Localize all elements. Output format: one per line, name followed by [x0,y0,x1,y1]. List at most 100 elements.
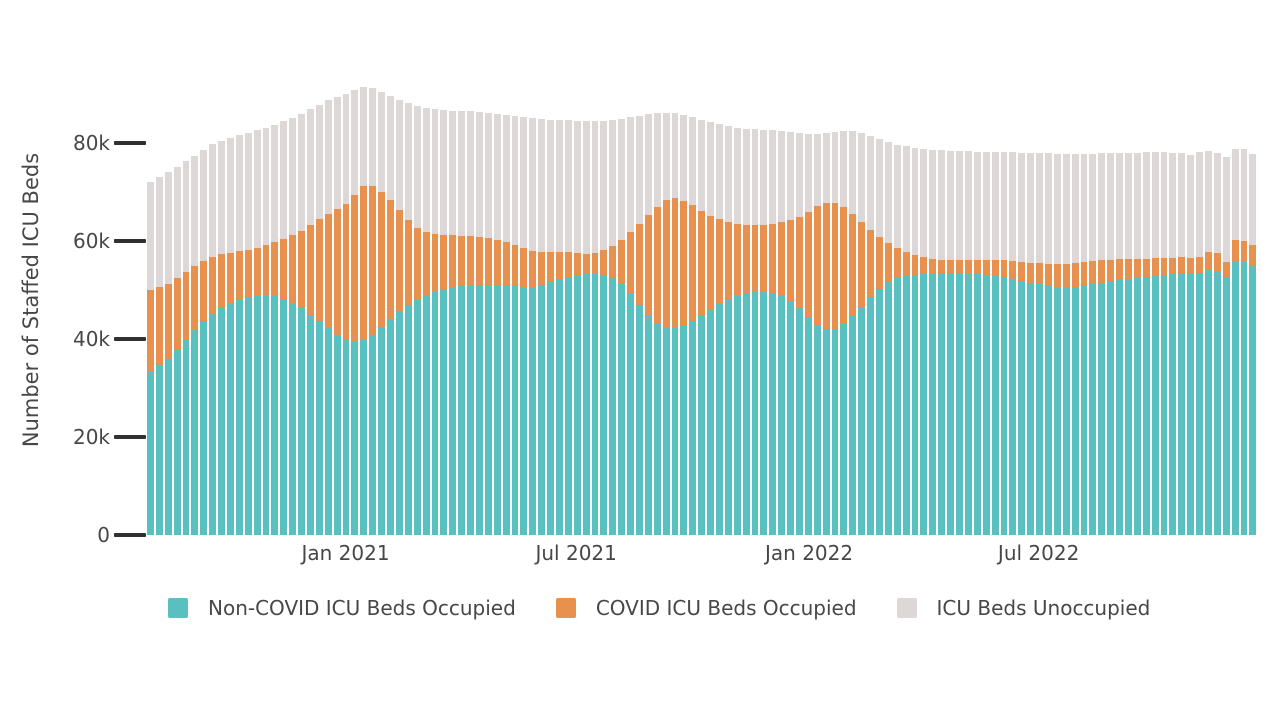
bar-segment-unoccupied[interactable] [209,144,217,257]
bar-week-2020-07-31[interactable] [147,182,154,535]
bar-week-2021-02-12[interactable] [395,100,403,535]
bar-week-2021-04-09[interactable] [467,111,474,535]
bar-segment-non-covid-occupied[interactable] [191,330,199,535]
bar-segment-covid-occupied[interactable] [342,203,350,340]
bar-week-2021-04-02[interactable] [458,110,466,535]
bar-segment-unoccupied[interactable] [947,150,955,261]
bar-week-2022-05-06[interactable] [964,151,972,535]
bar-segment-non-covid-occupied[interactable] [1196,272,1203,535]
bar-segment-unoccupied[interactable] [422,107,430,233]
bar-segment-unoccupied[interactable] [315,104,323,220]
bar-segment-non-covid-occupied[interactable] [1036,284,1043,535]
bar-segment-unoccupied[interactable] [1098,153,1106,261]
bar-week-2022-05-27[interactable] [991,151,999,535]
bar-week-2022-04-15[interactable] [938,150,946,535]
bar-segment-unoccupied[interactable] [547,119,554,252]
bar-segment-covid-occupied[interactable] [484,238,492,286]
bar-segment-covid-occupied[interactable] [947,260,955,274]
bar-week-2021-10-15[interactable] [707,121,714,535]
bar-segment-unoccupied[interactable] [324,100,332,214]
bar-segment-covid-occupied[interactable] [333,208,341,335]
bar-segment-covid-occupied[interactable] [698,210,706,316]
bar-segment-covid-occupied[interactable] [1044,263,1052,286]
bar-segment-unoccupied[interactable] [680,114,688,201]
bar-segment-covid-occupied[interactable] [876,237,883,289]
bar-week-2021-02-19[interactable] [404,103,412,535]
bar-segment-non-covid-occupied[interactable] [1204,269,1212,535]
bar-segment-non-covid-occupied[interactable] [982,274,990,535]
bar-segment-unoccupied[interactable] [164,172,172,284]
bar-segment-non-covid-occupied[interactable] [698,315,706,535]
bar-segment-covid-occupied[interactable] [1196,257,1203,273]
bar-week-2022-08-12[interactable] [1089,153,1097,535]
bar-segment-non-covid-occupied[interactable] [298,308,306,535]
bar-segment-covid-occupied[interactable] [822,202,830,330]
bar-week-2021-08-13[interactable] [627,117,634,535]
bar-segment-non-covid-occupied[interactable] [555,278,563,535]
bar-week-2021-09-17[interactable] [671,113,679,535]
bar-segment-covid-occupied[interactable] [662,200,670,328]
bar-segment-non-covid-occupied[interactable] [422,295,430,535]
bar-week-2021-12-03[interactable] [769,130,777,535]
bar-week-2021-07-30[interactable] [609,119,617,535]
bar-segment-non-covid-occupied[interactable] [920,273,928,535]
bar-segment-non-covid-occupied[interactable] [964,273,972,535]
bar-segment-non-covid-occupied[interactable] [1169,274,1177,535]
bar-segment-covid-occupied[interactable] [369,186,377,335]
bar-segment-non-covid-occupied[interactable] [1071,286,1079,535]
bar-week-2022-09-02[interactable] [1116,152,1123,535]
bar-segment-non-covid-occupied[interactable] [369,334,377,535]
bar-segment-unoccupied[interactable] [387,96,394,200]
bar-week-2021-01-29[interactable] [378,92,386,535]
bar-segment-unoccupied[interactable] [813,134,821,207]
bar-week-2022-10-14[interactable] [1169,152,1177,535]
bar-segment-unoccupied[interactable] [475,111,483,237]
bar-week-2022-06-10[interactable] [1009,152,1017,535]
bar-segment-non-covid-occupied[interactable] [831,328,839,535]
bar-week-2020-08-28[interactable] [182,161,190,535]
bar-week-2021-05-07[interactable] [502,114,510,535]
bar-week-2022-10-07[interactable] [1160,152,1168,535]
bar-segment-covid-occupied[interactable] [618,240,626,285]
bar-week-2021-01-22[interactable] [369,88,377,535]
bar-segment-unoccupied[interactable] [929,149,937,260]
bar-segment-unoccupied[interactable] [227,137,234,253]
bar-segment-unoccupied[interactable] [1231,148,1239,241]
bar-segment-unoccupied[interactable] [1222,156,1230,262]
bar-segment-non-covid-occupied[interactable] [1009,278,1017,535]
bar-segment-non-covid-occupied[interactable] [884,282,892,535]
bar-segment-unoccupied[interactable] [724,126,732,223]
bar-segment-covid-occupied[interactable] [609,245,617,278]
bar-week-2022-03-04[interactable] [884,142,892,535]
bar-segment-unoccupied[interactable] [1018,152,1026,262]
bar-segment-non-covid-occupied[interactable] [635,304,643,535]
bar-segment-non-covid-occupied[interactable] [849,316,857,535]
bar-segment-non-covid-occupied[interactable] [360,339,368,535]
bar-week-2022-07-29[interactable] [1071,153,1079,535]
bar-segment-non-covid-occupied[interactable] [1116,279,1123,535]
bar-segment-non-covid-occupied[interactable] [1107,281,1115,535]
legend-item[interactable]: ICU Beds Unoccupied [896,596,1150,620]
bar-segment-covid-occupied[interactable] [742,225,750,293]
bar-segment-covid-occupied[interactable] [1204,251,1212,270]
bar-week-2021-05-21[interactable] [520,116,528,535]
bar-week-2021-09-03[interactable] [653,113,661,535]
bar-segment-covid-occupied[interactable] [813,206,821,326]
bar-week-2022-07-01[interactable] [1036,153,1043,535]
bar-week-2021-03-19[interactable] [440,110,448,535]
bar-segment-unoccupied[interactable] [413,105,421,228]
bar-segment-unoccupied[interactable] [1213,152,1221,253]
bar-segment-unoccupied[interactable] [342,94,350,204]
bar-segment-unoccupied[interactable] [893,144,901,248]
bar-segment-unoccupied[interactable] [707,121,714,216]
bar-segment-non-covid-occupied[interactable] [431,291,439,535]
bar-segment-non-covid-occupied[interactable] [529,286,537,535]
bar-segment-non-covid-occupied[interactable] [1178,273,1186,535]
bar-segment-non-covid-occupied[interactable] [804,317,812,535]
bar-segment-unoccupied[interactable] [1187,154,1195,259]
bar-segment-non-covid-occupied[interactable] [751,291,759,535]
bar-week-2020-09-25[interactable] [218,140,226,535]
bar-week-2021-03-05[interactable] [422,107,430,535]
bar-segment-covid-occupied[interactable] [964,260,972,274]
bar-segment-non-covid-occupied[interactable] [467,285,474,535]
